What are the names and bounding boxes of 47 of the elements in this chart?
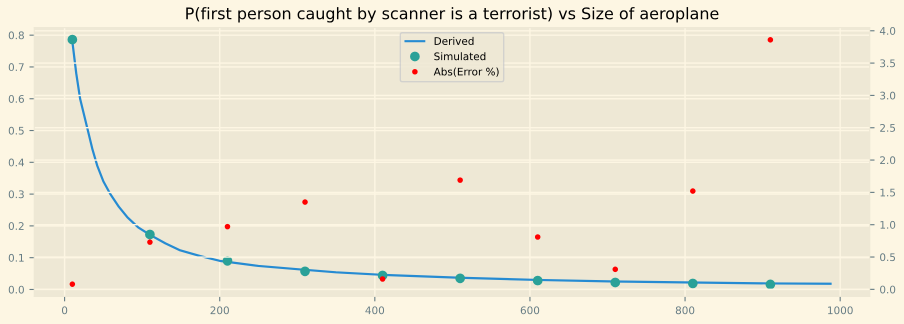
x-tick-label: 0 — [62, 306, 68, 314]
point — [67, 34, 78, 44]
chart-title: P(first person caught by scanner is a terrorist) vs Size of aeroplane — [186, 7, 718, 23]
point — [532, 276, 543, 286]
point — [457, 177, 463, 183]
x-tick-label: 800 — [676, 306, 694, 314]
y2-tick-label: 1.5 — [880, 188, 896, 196]
point — [70, 281, 76, 287]
point — [612, 266, 618, 272]
point — [688, 278, 698, 288]
y-tick-label: 0.7 — [8, 63, 24, 72]
point — [147, 239, 153, 245]
y-tick-label: 0.3 — [8, 190, 24, 198]
legend-label: Simulated — [434, 52, 486, 60]
point — [222, 256, 232, 266]
x-tick-label: 200 — [210, 306, 229, 314]
point — [380, 276, 386, 282]
y-tick-label: 0.2 — [8, 222, 24, 230]
point — [766, 280, 776, 290]
y2-tick-label: 3.0 — [880, 92, 896, 100]
point — [690, 188, 696, 194]
y-tick-label: 0.4 — [8, 158, 24, 166]
legend-label: Abs(Error %) — [434, 67, 499, 77]
y2-tick-label: 2.5 — [880, 124, 896, 132]
legend-label: Derived — [434, 36, 474, 45]
y-tick-label: 0.5 — [8, 126, 24, 135]
point — [300, 266, 310, 276]
y-tick-label: 0.8 — [8, 31, 24, 40]
y2-tick-label: 0.0 — [880, 286, 896, 294]
x-tick-label: 400 — [365, 306, 384, 314]
y2-tick-label: 2.0 — [880, 156, 896, 164]
point — [768, 37, 774, 43]
y-tick-label: 0.6 — [8, 94, 24, 103]
point — [455, 273, 466, 284]
x-tick-label: 600 — [520, 306, 540, 314]
y2-tick-label: 3.5 — [880, 59, 896, 68]
y-tick-label: 0.1 — [8, 254, 24, 262]
point — [302, 199, 308, 205]
point — [610, 278, 620, 288]
point — [145, 230, 155, 240]
point — [224, 224, 230, 230]
y2-tick-label: 4.0 — [880, 27, 896, 35]
y2-tick-label: 1.0 — [880, 220, 896, 229]
y-tick-label: 0.0 — [8, 286, 24, 294]
x-tick-label: 1000 — [828, 306, 853, 314]
y2-tick-label: 0.5 — [880, 253, 896, 262]
point — [534, 234, 540, 240]
